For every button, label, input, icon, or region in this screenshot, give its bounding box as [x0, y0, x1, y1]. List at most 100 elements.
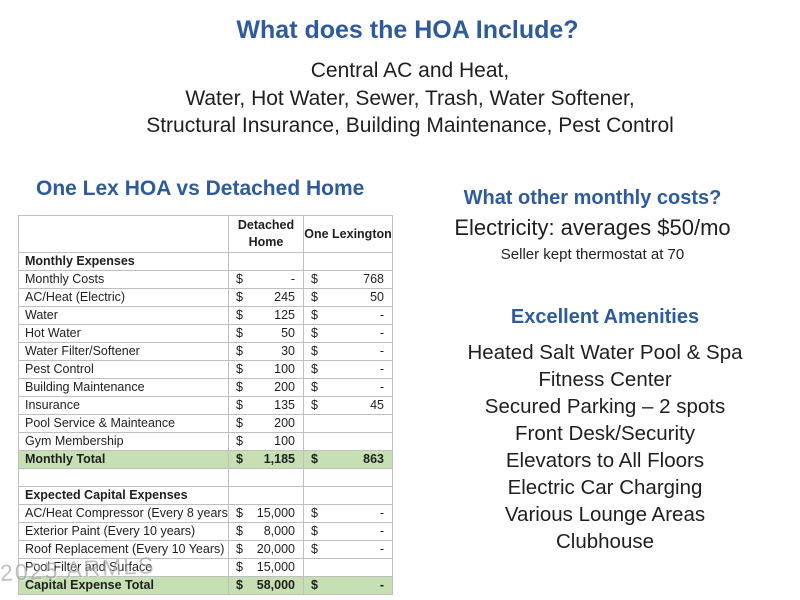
table-row: Monthly Costs $ - $768	[18, 270, 393, 289]
amenities-list: Heated Salt Water Pool & Spa Fitness Cent…	[410, 339, 800, 555]
amount: 245	[274, 290, 295, 304]
amount: 15,000	[256, 560, 295, 574]
table-row: AC/Heat (Electric) $245 $50	[18, 288, 393, 307]
table-row: Gym Membership $100	[18, 432, 393, 451]
amenity-item: Heated Salt Water Pool & Spa	[467, 341, 743, 364]
amount: 200	[274, 416, 295, 430]
included-line: Central AC and Heat,	[310, 59, 510, 82]
one-lexington-cell: $45	[303, 396, 393, 415]
detached-home-cell: $20,000	[228, 540, 304, 559]
hoa-included-text: Central AC and Heat, Water, Hot Water, S…	[20, 57, 800, 140]
amount: 125	[274, 308, 295, 322]
currency-symbol: $	[311, 506, 318, 520]
expense-label: Hot Water	[18, 324, 229, 343]
included-line: Structural Insurance, Building Maintenan…	[146, 114, 674, 137]
header-empty-cell	[18, 215, 229, 253]
detached-home-cell	[228, 252, 304, 271]
table-row: Pool Service & Mainteance $200	[18, 414, 393, 433]
currency-symbol: $	[236, 308, 243, 322]
comparison-heading: One Lex HOA vs Detached Home	[36, 177, 365, 200]
currency-symbol: $	[311, 398, 318, 412]
one-lexington-cell: $ -	[303, 306, 393, 325]
amount: 50	[281, 326, 295, 340]
currency-symbol: $	[236, 560, 243, 574]
amount: -	[290, 272, 295, 286]
detached-home-cell: $1,185	[228, 450, 304, 469]
expense-label: Exterior Paint (Every 10 years)	[18, 522, 229, 541]
amenity-item: Clubhouse	[555, 530, 654, 553]
electricity-line: Electricity: averages $50/mo	[454, 215, 731, 240]
currency-symbol: $	[236, 434, 243, 448]
currency-symbol: $	[311, 542, 318, 556]
amount: -	[379, 362, 384, 376]
currency-symbol: $	[236, 578, 243, 592]
table-row: Exterior Paint (Every 10 years) $8,000 $ -	[18, 522, 393, 541]
currency-symbol: $	[311, 578, 318, 592]
amount: 20,000	[256, 542, 295, 556]
table-row: Roof Replacement (Every 10 Years) $20,000…	[18, 540, 393, 559]
amount: 8,000	[263, 524, 295, 538]
one-lexington-cell	[303, 486, 393, 505]
one-lexington-cell: $ -	[303, 378, 393, 397]
expense-label: Insurance	[18, 396, 229, 415]
table-row	[18, 468, 393, 487]
detached-home-cell: $135	[228, 396, 304, 415]
amount: 15,000	[256, 506, 295, 520]
table-row: Capital Expense Total $58,000 $ -	[18, 576, 393, 595]
one-lexington-cell	[303, 414, 393, 433]
currency-symbol: $	[311, 362, 318, 376]
table-row: Water $125 $ -	[18, 306, 393, 325]
header-detached-home: Detached Home	[228, 215, 304, 253]
currency-symbol: $	[236, 452, 243, 466]
detached-home-cell: $245	[228, 288, 304, 307]
one-lexington-cell	[303, 468, 393, 487]
expense-label: Water Filter/Softener	[18, 342, 229, 361]
amenity-item: Fitness Center	[538, 368, 672, 391]
one-lexington-cell	[303, 252, 393, 271]
expense-label: Building Maintenance	[18, 378, 229, 397]
one-lexington-cell: $ -	[303, 522, 393, 541]
detached-home-cell: $8,000	[228, 522, 304, 541]
currency-symbol: $	[311, 326, 318, 340]
amount: 863	[363, 452, 384, 466]
included-line: Water, Hot Water, Sewer, Trash, Water So…	[185, 86, 635, 110]
detached-home-cell: $15,000	[228, 558, 304, 577]
currency-symbol: $	[236, 290, 243, 304]
currency-symbol: $	[311, 272, 318, 286]
table-row: Expected Capital Expenses	[18, 486, 393, 505]
amount: 100	[274, 362, 295, 376]
expense-label: Capital Expense Total	[18, 576, 229, 595]
expense-label: Expected Capital Expenses	[18, 486, 229, 505]
amount: 1,185	[263, 452, 295, 466]
currency-symbol: $	[236, 506, 243, 520]
table-row: Monthly Total $1,185 $863	[18, 450, 393, 469]
header-one-lexington: One Lexington	[303, 215, 393, 253]
amount: -	[379, 380, 384, 394]
one-lexington-cell: $863	[303, 450, 393, 469]
one-lexington-cell: $ -	[303, 540, 393, 559]
currency-symbol: $	[236, 326, 243, 340]
detached-home-cell: $100	[228, 360, 304, 379]
detached-home-cell: $200	[228, 378, 304, 397]
amenity-item: Front Desk/Security	[515, 422, 695, 445]
amount: -	[379, 506, 384, 520]
detached-home-cell: $200	[228, 414, 304, 433]
amenity-item: Secured Parking – 2 spots	[484, 395, 726, 418]
currency-symbol: $	[311, 344, 318, 358]
table-row: Hot Water $50 $ -	[18, 324, 393, 343]
expense-label: Pest Control	[18, 360, 229, 379]
amenity-item: Elevators to All Floors	[505, 449, 705, 472]
one-lexington-cell: $ -	[303, 576, 393, 595]
amount: -	[379, 308, 384, 322]
comparison-table: Detached Home One Lexington Monthly Expe…	[18, 215, 393, 595]
one-lexington-cell: $ -	[303, 504, 393, 523]
currency-symbol: $	[311, 308, 318, 322]
currency-symbol: $	[236, 272, 243, 286]
currency-symbol: $	[311, 452, 318, 466]
expense-label: AC/Heat Compressor (Every 8 years)	[18, 504, 229, 523]
detached-home-cell	[228, 468, 304, 487]
expense-label: Monthly Costs	[18, 270, 229, 289]
one-lexington-cell	[303, 558, 393, 577]
amount: 135	[274, 398, 295, 412]
amount: -	[379, 524, 384, 538]
